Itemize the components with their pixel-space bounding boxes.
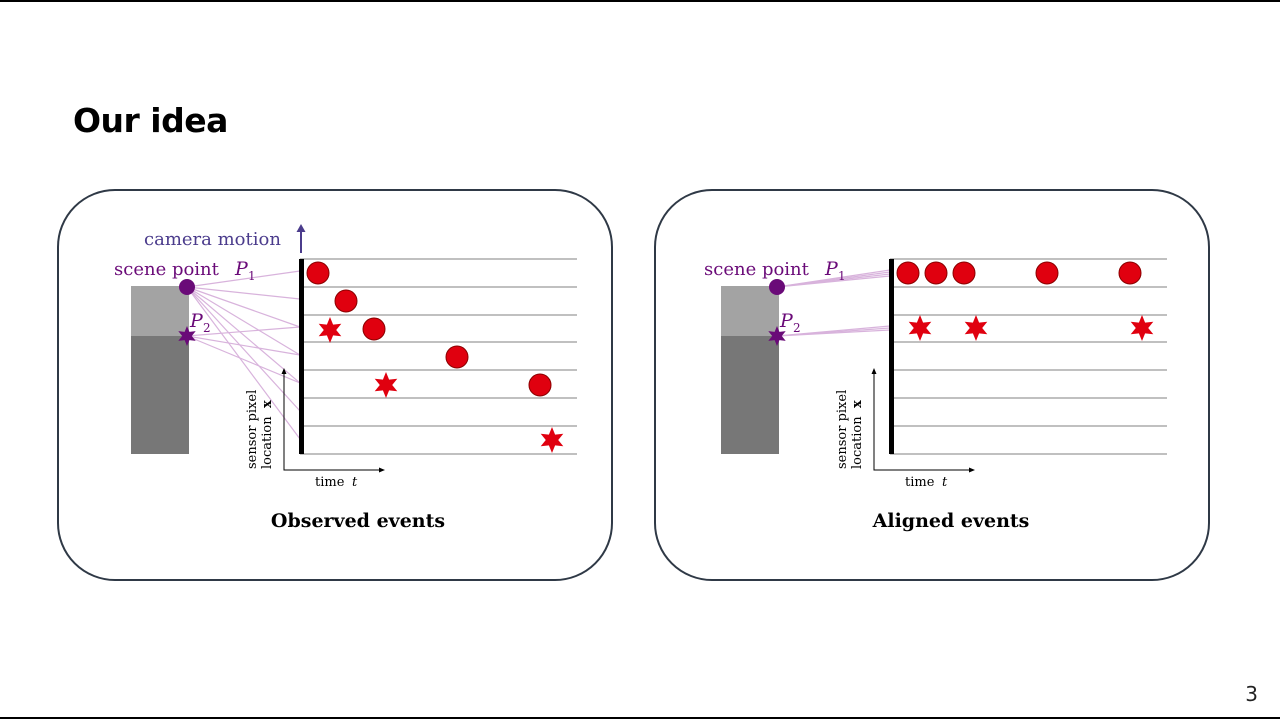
p1-label: P (234, 258, 249, 280)
p1-subscript: 1 (248, 269, 256, 283)
x-axis-arrowhead (969, 467, 975, 473)
p2-subscript: 2 (203, 321, 211, 335)
x-axis-label: time (905, 475, 935, 490)
y-axis-arrowhead (871, 368, 877, 374)
y-axis-label-line2: location (260, 416, 275, 469)
x-axis-arrowhead (379, 467, 385, 473)
scene-point-p1 (769, 279, 785, 295)
scene-block-top (131, 286, 189, 336)
bottom-border (0, 717, 1280, 719)
scene-block-top (721, 286, 779, 336)
p2-subscript: 2 (793, 321, 801, 335)
y-axis-label-line2: location (850, 416, 865, 469)
scene-point-p2 (178, 326, 196, 346)
camera-motion-arrow (296, 224, 306, 253)
scene-point-label: scene point (704, 259, 810, 280)
p2-rays (186, 326, 301, 384)
top-border (0, 0, 1280, 2)
p1-rays (186, 270, 301, 440)
p2-label: P (779, 310, 794, 332)
y-axis-variable: x (850, 400, 865, 408)
pixel-row-lines (300, 258, 577, 455)
p1-events (896, 261, 1142, 285)
aligned-events-panel: scene point P 1 P 2 (654, 189, 1210, 581)
observed-events-diagram: camera motion scene point P 1 P 2 (114, 224, 577, 532)
y-axis-variable: x (260, 400, 275, 408)
camera-motion-label: camera motion (144, 229, 281, 250)
scene-point-label: scene point (114, 259, 220, 280)
p2-events (318, 317, 564, 453)
p2-rays (776, 325, 891, 337)
page-number: 3 (1245, 682, 1258, 706)
slide-title: Our idea (73, 101, 228, 140)
p2-events (908, 315, 1154, 341)
scene-block-bottom (131, 336, 189, 454)
p1-rays (776, 269, 891, 288)
axes (873, 371, 972, 471)
y-axis-label-line1: sensor pixel (835, 390, 850, 469)
observed-events-panel: camera motion scene point P 1 P 2 (57, 189, 613, 581)
p2-label: P (189, 310, 204, 332)
y-axis-arrowhead (281, 368, 287, 374)
p1-events (306, 261, 552, 397)
x-axis-variable: t (942, 475, 948, 490)
scene-point-p1 (179, 279, 195, 295)
aligned-events-diagram: scene point P 1 P 2 (704, 258, 1167, 532)
sensor-bar (889, 259, 894, 454)
p1-label: P (824, 258, 839, 280)
y-axis-label-line1: sensor pixel (245, 390, 260, 469)
scene-point-p2 (768, 326, 786, 346)
x-axis-label: time (315, 475, 345, 490)
sensor-bar (299, 259, 304, 454)
pixel-row-lines (890, 258, 1167, 455)
p1-subscript: 1 (838, 269, 846, 283)
panel-caption: Aligned events (872, 510, 1030, 532)
panel-caption: Observed events (271, 510, 445, 532)
x-axis-variable: t (352, 475, 358, 490)
axes (283, 371, 382, 471)
scene-block-bottom (721, 336, 779, 454)
